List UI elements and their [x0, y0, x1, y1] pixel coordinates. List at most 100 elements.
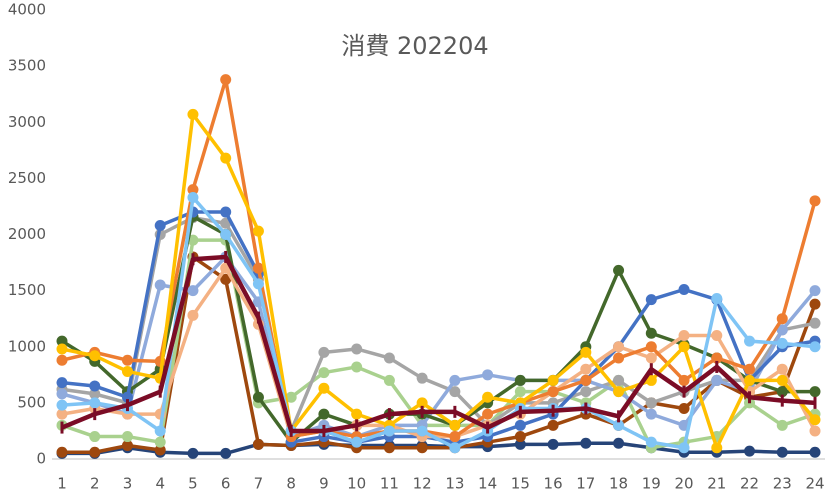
y-tick-label: 3500 [8, 57, 46, 75]
x-tick-label: 15 [511, 475, 530, 493]
marker [613, 341, 625, 353]
marker [449, 374, 461, 386]
marker [89, 431, 101, 443]
marker [776, 386, 788, 398]
series-line [61, 254, 816, 434]
x-tick-label: 21 [707, 475, 726, 493]
marker [547, 438, 559, 450]
marker [678, 330, 690, 342]
marker [711, 330, 723, 342]
x-tick-label: 5 [188, 475, 198, 493]
marker [482, 391, 494, 403]
marker [613, 264, 625, 276]
marker [449, 386, 461, 398]
x-tick-label: 3 [123, 475, 133, 493]
marker [678, 374, 690, 386]
y-tick-label: 500 [17, 393, 46, 411]
marker [154, 279, 166, 291]
marker [776, 363, 788, 375]
marker [121, 440, 133, 452]
marker [744, 363, 756, 375]
marker [56, 446, 68, 458]
marker [809, 317, 821, 329]
marker [678, 341, 690, 353]
marker [711, 374, 723, 386]
marker [514, 438, 526, 450]
marker [252, 278, 264, 290]
marker [220, 206, 232, 218]
marker [187, 108, 199, 120]
marker [809, 341, 821, 353]
marker [187, 285, 199, 297]
x-tick-label: 16 [544, 475, 563, 493]
marker [645, 341, 657, 353]
marker [776, 324, 788, 336]
marker [154, 436, 166, 448]
marker [776, 374, 788, 386]
x-tick-label: 4 [155, 475, 165, 493]
marker [711, 442, 723, 454]
series-line [61, 195, 816, 450]
marker [252, 262, 264, 274]
marker [514, 374, 526, 386]
x-tick-label: 23 [773, 475, 792, 493]
marker [547, 419, 559, 431]
marker [416, 425, 428, 437]
marker [678, 442, 690, 454]
marker [318, 346, 330, 358]
marker [285, 391, 297, 403]
marker [613, 437, 625, 449]
x-tick-label: 12 [413, 475, 432, 493]
marker [89, 446, 101, 458]
marker [645, 327, 657, 339]
marker [449, 442, 461, 454]
x-tick-label: 2 [90, 475, 100, 493]
marker [220, 447, 232, 459]
marker [809, 446, 821, 458]
x-tick-label: 19 [642, 475, 661, 493]
marker [351, 408, 363, 420]
x-tick-label: 8 [286, 475, 296, 493]
marker [776, 313, 788, 325]
marker [56, 335, 68, 347]
marker [121, 354, 133, 366]
marker [678, 402, 690, 414]
marker [613, 352, 625, 364]
marker [56, 343, 68, 355]
marker [56, 377, 68, 389]
marker [580, 374, 592, 386]
marker [220, 152, 232, 164]
marker [809, 425, 821, 437]
marker [351, 361, 363, 373]
marker [121, 365, 133, 377]
marker [776, 337, 788, 349]
marker [514, 431, 526, 443]
marker [89, 380, 101, 392]
x-tick-label: 6 [221, 475, 231, 493]
marker [220, 74, 232, 86]
marker [252, 225, 264, 237]
marker [383, 352, 395, 364]
marker [383, 442, 395, 454]
marker [416, 442, 428, 454]
marker [580, 437, 592, 449]
marker [154, 220, 166, 232]
marker [547, 386, 559, 398]
marker [56, 408, 68, 420]
marker [154, 444, 166, 456]
x-tick-label: 17 [576, 475, 595, 493]
marker [318, 367, 330, 379]
marker [121, 431, 133, 443]
marker [744, 374, 756, 386]
marker [318, 408, 330, 420]
marker [809, 195, 821, 207]
y-tick-label: 0 [36, 450, 46, 468]
y-tick-label: 1500 [8, 281, 46, 299]
marker [383, 425, 395, 437]
chart-title: 消費 202204 [341, 32, 488, 60]
x-tick-label: 1 [57, 475, 67, 493]
marker [318, 382, 330, 394]
marker [416, 397, 428, 409]
marker [645, 374, 657, 386]
